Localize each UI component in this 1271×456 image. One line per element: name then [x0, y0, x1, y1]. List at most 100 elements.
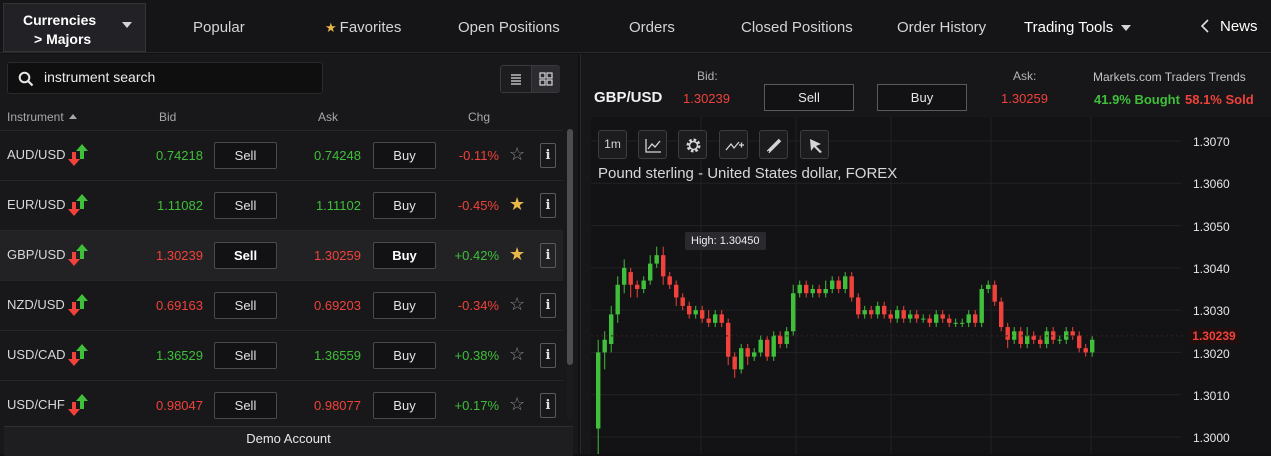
candle[interactable] [641, 276, 646, 294]
candle[interactable] [1012, 327, 1017, 344]
candle[interactable] [901, 305, 906, 323]
candle[interactable] [739, 343, 744, 374]
sell-button[interactable]: Sell [764, 84, 854, 111]
star-outline-icon[interactable]: ☆ [509, 344, 526, 364]
info-button[interactable]: i [540, 393, 556, 418]
candle[interactable] [596, 339, 601, 454]
candle[interactable] [674, 280, 679, 306]
candle[interactable] [875, 301, 880, 319]
candle[interactable] [934, 310, 939, 328]
tab-closed-positions[interactable]: Closed Positions [741, 19, 853, 36]
buy-button[interactable]: Buy [877, 84, 967, 111]
star-outline-icon[interactable]: ☆ [509, 394, 526, 414]
candle[interactable] [1044, 327, 1049, 349]
instrument-row[interactable]: NZD/USD 0.69163 Sell 0.69203 Buy -0.34% ☆ i [0, 280, 563, 330]
candle[interactable] [771, 331, 776, 361]
candle[interactable] [979, 284, 984, 328]
buy-button[interactable]: Buy [373, 242, 436, 269]
view-toggle[interactable] [500, 65, 560, 93]
sell-button[interactable]: Sell [214, 392, 277, 419]
timeframe-button[interactable]: 1m [598, 130, 627, 159]
candle[interactable] [856, 293, 861, 319]
buy-button[interactable]: Buy [373, 392, 436, 419]
candle[interactable] [745, 343, 750, 366]
candle[interactable] [1025, 327, 1030, 349]
demo-account-bar[interactable]: Demo Account [4, 426, 573, 456]
search-input[interactable]: instrument search [7, 62, 323, 94]
candle[interactable] [999, 297, 1004, 332]
buy-button[interactable]: Buy [373, 192, 436, 219]
info-button[interactable]: i [540, 143, 556, 168]
buy-button[interactable]: Buy [373, 142, 436, 169]
candle[interactable] [615, 276, 620, 323]
candle[interactable] [804, 280, 809, 298]
candle[interactable] [1070, 327, 1075, 340]
tab-news[interactable]: News [1220, 18, 1258, 35]
candle[interactable] [700, 305, 705, 323]
candle[interactable] [882, 301, 887, 319]
price-chart[interactable]: 1m Pound sterling - United States dollar… [591, 117, 1271, 454]
candle[interactable] [602, 331, 607, 370]
chevron-left-icon[interactable] [1200, 18, 1210, 34]
candle[interactable] [927, 314, 932, 328]
sell-button[interactable]: Sell [214, 342, 277, 369]
indicators-button[interactable] [719, 130, 748, 159]
candle[interactable] [791, 284, 796, 336]
candle[interactable] [1031, 331, 1036, 344]
candle[interactable] [817, 284, 822, 298]
candle[interactable] [966, 310, 971, 328]
candle[interactable] [713, 310, 718, 328]
candle[interactable] [908, 310, 913, 323]
star-outline-icon[interactable]: ☆ [509, 294, 526, 314]
list-view-button[interactable] [501, 66, 530, 92]
candle[interactable] [758, 335, 763, 357]
instrument-row[interactable]: GBP/USD 1.30239 Sell 1.30259 Buy +0.42% ★ i [0, 230, 563, 280]
pointer-button[interactable] [800, 130, 829, 159]
candle[interactable] [680, 293, 685, 311]
candle[interactable] [765, 335, 770, 361]
sell-button[interactable]: Sell [214, 192, 277, 219]
sell-button[interactable]: Sell [214, 292, 277, 319]
candle[interactable] [706, 310, 711, 328]
col-chg[interactable]: Chg [468, 110, 491, 124]
info-button[interactable]: i [540, 243, 556, 268]
draw-button[interactable] [759, 130, 788, 159]
candle[interactable] [1038, 335, 1043, 349]
candle[interactable] [1090, 335, 1095, 357]
tab-popular[interactable]: Popular [193, 19, 245, 36]
candle[interactable] [661, 246, 666, 285]
candle[interactable] [953, 318, 958, 328]
scrollbar[interactable] [567, 129, 573, 419]
tab-open-positions[interactable]: Open Positions [458, 19, 560, 36]
candle[interactable] [1018, 327, 1023, 349]
candle[interactable] [914, 310, 919, 323]
sell-button[interactable]: Sell [214, 142, 277, 169]
candle[interactable] [823, 280, 828, 298]
buy-button[interactable]: Buy [373, 292, 436, 319]
instrument-row[interactable]: EUR/USD 1.11082 Sell 1.11102 Buy -0.45% ★ i [0, 180, 563, 230]
candle[interactable] [888, 310, 893, 323]
tab-trading-tools[interactable]: Trading Tools [1024, 19, 1132, 36]
candle[interactable] [726, 318, 731, 366]
candle[interactable] [693, 305, 698, 319]
candle[interactable] [1077, 331, 1082, 353]
info-button[interactable]: i [540, 293, 556, 318]
candle[interactable] [1051, 327, 1056, 344]
candle[interactable] [830, 276, 835, 294]
candle[interactable] [940, 310, 945, 323]
instrument-row[interactable]: USD/CAD 1.36529 Sell 1.36559 Buy +0.38% ☆ i [0, 330, 563, 380]
candle[interactable] [992, 280, 997, 306]
candlestick-chart[interactable] [591, 117, 1271, 454]
candle[interactable] [752, 348, 757, 361]
star-filled-icon[interactable]: ★ [509, 194, 526, 214]
buy-button[interactable]: Buy [373, 342, 436, 369]
candle[interactable] [960, 318, 965, 328]
candle[interactable] [784, 327, 789, 349]
tab-order-history[interactable]: Order History [897, 19, 987, 36]
candle[interactable] [973, 310, 978, 328]
candle[interactable] [1057, 335, 1062, 344]
candle[interactable] [836, 276, 841, 294]
col-bid[interactable]: Bid [159, 110, 177, 124]
col-instrument[interactable]: Instrument [7, 110, 77, 124]
candle[interactable] [609, 305, 614, 353]
